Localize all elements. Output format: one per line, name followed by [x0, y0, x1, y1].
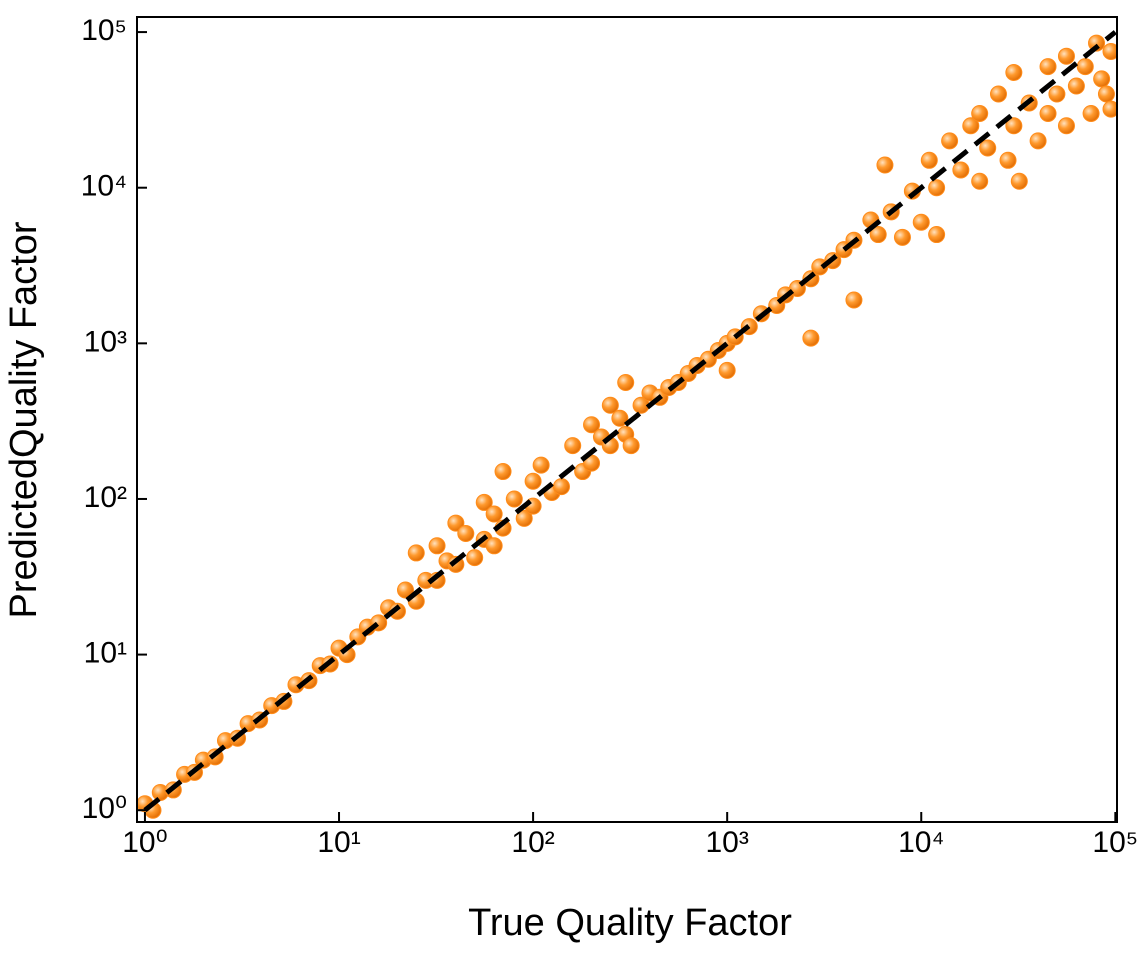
- point: [869, 226, 887, 244]
- point: [466, 549, 484, 567]
- x-axis-title: True Quality Factor: [468, 902, 792, 944]
- point: [1102, 100, 1117, 118]
- point: [601, 396, 619, 414]
- point: [524, 472, 542, 490]
- point: [928, 226, 946, 244]
- point: [1039, 58, 1057, 76]
- x-tick-label: 10²: [511, 826, 554, 859]
- point: [1005, 63, 1023, 81]
- y-tick-label: 10¹: [84, 637, 127, 670]
- point: [1093, 70, 1111, 88]
- x-tick-label: 10⁴: [898, 826, 944, 859]
- point: [505, 490, 523, 508]
- point: [962, 117, 980, 135]
- point: [893, 228, 911, 246]
- point: [1057, 117, 1075, 135]
- point: [457, 524, 475, 542]
- point: [485, 505, 503, 523]
- point: [912, 213, 930, 231]
- reference-line: [143, 30, 1117, 813]
- point: [407, 544, 425, 562]
- x-tick-label: 10³: [705, 826, 748, 859]
- point: [1076, 58, 1094, 76]
- point: [494, 463, 512, 481]
- point: [617, 374, 635, 392]
- point: [475, 493, 493, 511]
- y-tick-label: 10³: [84, 325, 127, 358]
- point: [941, 132, 959, 150]
- y-axis-title: PredictedQuality Factor: [3, 221, 45, 618]
- point: [1048, 85, 1066, 103]
- y-tick-label: 10⁵: [81, 14, 127, 47]
- point: [928, 179, 946, 197]
- plot-marks: [137, 30, 1117, 819]
- x-tick-label: 10¹: [317, 826, 360, 859]
- point: [979, 139, 997, 157]
- point: [845, 291, 863, 309]
- point: [1039, 104, 1057, 122]
- point: [1097, 85, 1115, 103]
- point: [622, 437, 640, 455]
- point: [532, 456, 550, 474]
- point: [396, 581, 414, 599]
- point: [485, 537, 503, 555]
- point: [1057, 47, 1075, 65]
- point: [920, 151, 938, 169]
- y-tick-label: 10⁰: [82, 792, 127, 825]
- point: [718, 361, 736, 379]
- point: [1102, 43, 1117, 61]
- point: [428, 537, 446, 555]
- y-tick-label: 10²: [84, 481, 127, 514]
- plot-frame: [136, 16, 1118, 823]
- point: [1082, 104, 1100, 122]
- point: [971, 172, 989, 190]
- point: [552, 478, 570, 496]
- point: [971, 104, 989, 122]
- point: [611, 409, 629, 427]
- x-tick-label: 10⁰: [122, 826, 167, 859]
- point: [1029, 132, 1047, 150]
- x-tick-label: 10⁵: [1092, 826, 1138, 859]
- point: [802, 329, 820, 347]
- point: [564, 437, 582, 455]
- point: [1005, 117, 1023, 135]
- point: [1067, 77, 1085, 95]
- point: [876, 156, 894, 174]
- point: [1088, 34, 1106, 52]
- point: [583, 416, 601, 434]
- point: [515, 509, 533, 527]
- point: [999, 151, 1017, 169]
- point: [989, 85, 1007, 103]
- point: [1010, 172, 1028, 190]
- point: [447, 514, 465, 532]
- point: [952, 161, 970, 179]
- y-tick-label: 10⁴: [81, 170, 127, 203]
